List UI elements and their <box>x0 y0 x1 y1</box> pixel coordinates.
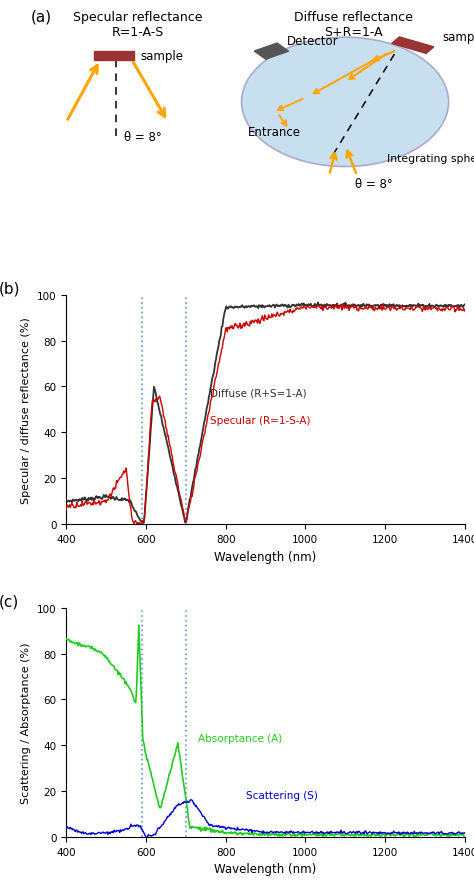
Text: Specular (R=1-S-A): Specular (R=1-S-A) <box>210 416 310 426</box>
Text: Entrance: Entrance <box>247 126 301 138</box>
X-axis label: Wavelength (nm): Wavelength (nm) <box>214 862 317 875</box>
Text: θ = 8°: θ = 8° <box>355 178 393 190</box>
Text: (b): (b) <box>0 282 20 297</box>
Text: Diffuse (R+S=1-A): Diffuse (R+S=1-A) <box>210 388 306 398</box>
Text: S+R=1-A: S+R=1-A <box>324 27 383 39</box>
Text: Specular reflectance: Specular reflectance <box>73 12 203 24</box>
Text: θ = 8°: θ = 8° <box>124 130 162 144</box>
Text: Absorptance (A): Absorptance (A) <box>198 733 282 743</box>
Text: Scattering (S): Scattering (S) <box>246 790 318 800</box>
Text: Detector: Detector <box>287 35 339 48</box>
Text: Integrating sphere: Integrating sphere <box>387 153 474 163</box>
Y-axis label: Scattering / Absorptance (%): Scattering / Absorptance (%) <box>21 642 31 804</box>
Text: (a): (a) <box>30 10 52 24</box>
Bar <box>94 52 134 61</box>
Ellipse shape <box>242 38 448 167</box>
Text: sample: sample <box>443 31 474 43</box>
Bar <box>254 44 289 60</box>
Y-axis label: Specular / diffuse reflectance (%): Specular / diffuse reflectance (%) <box>21 316 31 503</box>
Text: (c): (c) <box>0 595 19 610</box>
X-axis label: Wavelength (nm): Wavelength (nm) <box>214 550 317 563</box>
Text: R=1-A-S: R=1-A-S <box>112 27 164 39</box>
Text: Diffuse reflectance: Diffuse reflectance <box>293 12 412 24</box>
Text: sample: sample <box>140 51 183 63</box>
Bar <box>392 38 434 54</box>
